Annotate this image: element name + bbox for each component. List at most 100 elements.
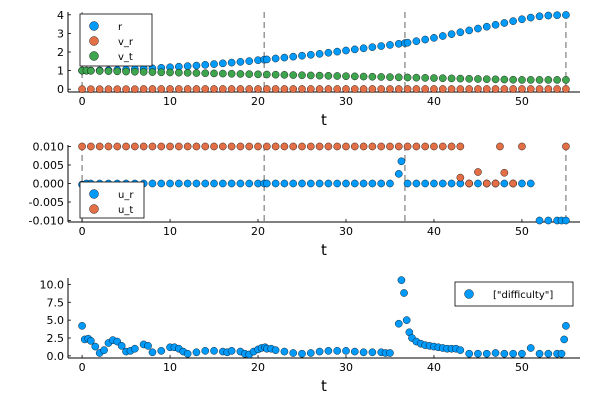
legend-label: u_t: [118, 205, 133, 216]
data-point: [236, 142, 245, 151]
data-point: [271, 70, 280, 79]
y-tick-label: 0.005: [33, 159, 65, 172]
data-point: [315, 142, 324, 151]
data-point: [78, 322, 86, 330]
series-v-r: [78, 85, 570, 94]
data-point: [298, 51, 306, 60]
data-point: [394, 142, 403, 151]
data-point: [430, 74, 438, 82]
data-point: [245, 70, 254, 78]
data-point: [421, 85, 429, 93]
data-point: [518, 179, 526, 188]
legend-label: v_t: [118, 52, 133, 63]
data-point: [359, 179, 368, 188]
data-point: [526, 85, 535, 93]
data-point: [271, 85, 280, 93]
data-point: [87, 142, 95, 151]
x-tick-label: 30: [339, 361, 353, 374]
data-point: [113, 142, 122, 151]
data-point: [271, 346, 280, 354]
data-point: [289, 142, 298, 151]
data-point: [298, 179, 306, 188]
data-point: [403, 179, 412, 188]
data-point: [245, 142, 254, 151]
legend: ["difficulty"]: [454, 281, 574, 307]
data-point: [403, 142, 412, 151]
data-point: [227, 69, 236, 78]
data-point: [456, 85, 465, 93]
data-point: [430, 34, 438, 42]
x-tick-label: 40: [427, 225, 441, 238]
data-point: [131, 85, 139, 94]
data-point: [342, 85, 350, 93]
data-point: [113, 67, 122, 76]
data-point: [192, 179, 201, 188]
data-point: [175, 179, 183, 188]
data-point: [421, 35, 429, 44]
data-point: [368, 348, 377, 357]
legend-label: ["difficulty"]: [493, 290, 553, 301]
x-tick-label: 30: [339, 225, 353, 238]
data-point: [482, 22, 491, 31]
series--difficulty-: [78, 276, 570, 359]
data-point: [456, 28, 465, 37]
data-point: [447, 142, 456, 151]
data-point: [201, 142, 210, 151]
data-point: [518, 15, 526, 24]
data-point: [368, 179, 377, 188]
data-point: [386, 179, 394, 188]
data-point: [78, 142, 86, 151]
data-point: [219, 59, 227, 68]
series-v-t: [78, 66, 570, 84]
data-point: [298, 142, 306, 151]
data-point: [412, 37, 421, 46]
data-point: [557, 349, 566, 358]
data-point: [219, 179, 227, 188]
legend-marker: [89, 51, 99, 61]
data-point: [465, 349, 473, 358]
data-point: [87, 66, 95, 75]
x-axis-label: t: [321, 377, 327, 395]
data-point: [148, 85, 157, 93]
data-point: [104, 142, 113, 151]
data-point: [560, 335, 568, 344]
legend-marker: [89, 21, 99, 31]
data-point: [263, 142, 271, 151]
data-point: [491, 179, 500, 188]
data-point: [307, 71, 315, 80]
data-point: [377, 142, 385, 151]
data-point: [324, 179, 333, 188]
data-point: [412, 142, 421, 151]
data-point: [562, 322, 570, 330]
data-point: [183, 85, 192, 93]
data-point: [227, 179, 236, 188]
legend-marker: [89, 189, 99, 199]
data-point: [131, 142, 139, 151]
data-point: [465, 179, 473, 188]
data-point: [122, 85, 130, 94]
data-point: [386, 85, 394, 93]
data-point: [183, 142, 192, 151]
data-point: [324, 142, 333, 151]
data-point: [289, 179, 298, 188]
y-tick-label: 10.0: [40, 278, 65, 291]
legend-marker: [89, 204, 99, 214]
data-point: [183, 349, 192, 358]
data-point: [438, 179, 447, 188]
data-point: [509, 349, 517, 358]
data-point: [157, 68, 166, 77]
legend-marker: [464, 289, 474, 299]
data-point: [509, 75, 517, 84]
data-point: [553, 85, 561, 93]
data-point: [307, 179, 315, 188]
data-point: [210, 85, 218, 93]
data-point: [482, 179, 491, 188]
data-point: [491, 85, 500, 93]
data-point: [183, 62, 192, 70]
data-point: [245, 85, 254, 93]
y-tick-label: 0.010: [33, 140, 65, 153]
data-point: [456, 173, 465, 182]
data-point: [236, 58, 245, 66]
data-point: [122, 142, 130, 151]
data-point: [544, 349, 553, 358]
